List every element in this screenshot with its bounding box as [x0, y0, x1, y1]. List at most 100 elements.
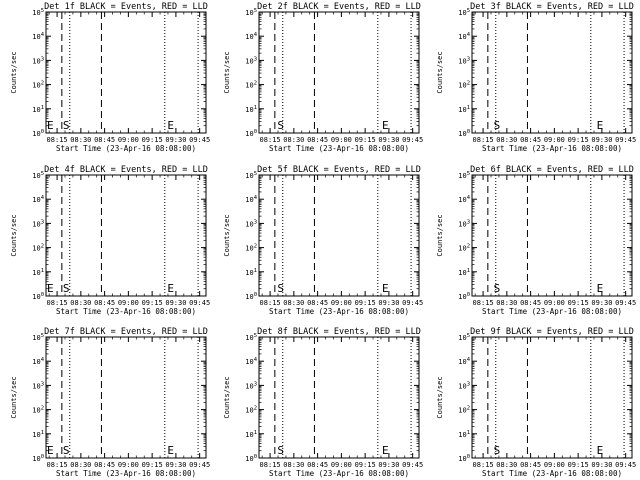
- x-tick-label: 09:15: [142, 299, 163, 307]
- panel-title: Det 2f BLACK = Events, RED = LLD: [257, 2, 421, 12]
- detector-panel-2: Det 2f BLACK = Events, RED = LLD 100 101 10…: [223, 2, 423, 153]
- y-axis-label: Counts/sec: [436, 214, 444, 256]
- detector-panel-5: Det 5f BLACK = Events, RED = LLD 100 101 10…: [223, 165, 423, 316]
- x-tick-label: 08:15: [47, 461, 68, 469]
- x-tick-label: 09:15: [355, 299, 376, 307]
- y-tick-label: 103: [458, 381, 470, 390]
- marker-s-label: S: [277, 444, 284, 457]
- y-tick-label: 102: [458, 406, 470, 415]
- x-tick-label: 08:45: [94, 136, 115, 144]
- y-tick-label: 100: [245, 292, 257, 301]
- x-axis-label: Start Time (23-Apr-16 08:08:00): [269, 144, 409, 153]
- marker-e-label: E: [47, 119, 54, 132]
- x-tick-label: 09:00: [544, 299, 565, 307]
- x-tick-label: 09:00: [118, 136, 139, 144]
- x-tick-label: 09:45: [402, 136, 423, 144]
- marker-s-label: S: [277, 119, 284, 132]
- panel-title: Det 5f BLACK = Events, RED = LLD: [257, 165, 421, 175]
- x-tick-label: 09:15: [355, 461, 376, 469]
- y-tick-label: 103: [32, 219, 44, 228]
- y-axis-label: Counts/sec: [10, 51, 18, 93]
- y-tick-label: 101: [458, 430, 470, 439]
- x-tick-label: 09:00: [331, 299, 352, 307]
- x-tick-label: 09:15: [142, 136, 163, 144]
- x-tick-label: 09:00: [544, 136, 565, 144]
- x-tick-label: 09:30: [165, 136, 186, 144]
- plot-frame: [471, 336, 633, 459]
- y-tick-label: 102: [32, 406, 44, 415]
- y-tick-label: 100: [32, 129, 44, 138]
- x-tick-label: 08:15: [260, 299, 281, 307]
- y-axis-label: Counts/sec: [10, 376, 18, 418]
- y-tick-label: 101: [245, 105, 257, 114]
- detector-panel-6: Det 6f BLACK = Events, RED = LLD 100 101 10…: [436, 165, 636, 316]
- y-tick-label: 105: [245, 171, 257, 180]
- marker-e-label: E: [597, 444, 604, 457]
- x-tick-label: 09:30: [378, 299, 399, 307]
- plot-frame: [471, 11, 633, 134]
- x-tick-label: 08:45: [307, 136, 328, 144]
- y-axis-label: Counts/sec: [436, 51, 444, 93]
- y-tick-label: 104: [458, 32, 470, 41]
- x-tick-label: 08:45: [307, 461, 328, 469]
- x-tick-label: 08:45: [520, 461, 541, 469]
- x-axis-label: Start Time (23-Apr-16 08:08:00): [56, 144, 196, 153]
- x-tick-label: 09:30: [591, 299, 612, 307]
- x-axis-label: Start Time (23-Apr-16 08:08:00): [269, 307, 409, 316]
- y-tick-label: 101: [32, 430, 44, 439]
- y-tick-label: 104: [32, 357, 44, 366]
- panel-title: Det 6f BLACK = Events, RED = LLD: [470, 165, 634, 175]
- marker-e-label: E: [597, 119, 604, 132]
- y-tick-label: 101: [245, 430, 257, 439]
- plot-frame: [45, 336, 207, 459]
- detector-panel-9: Det 9f BLACK = Events, RED = LLD 100 101 10…: [436, 327, 636, 478]
- marker-s-label: S: [63, 282, 70, 295]
- x-tick-label: 09:45: [402, 461, 423, 469]
- x-axis-label: Start Time (23-Apr-16 08:08:00): [482, 469, 622, 478]
- detector-panel-3: Det 3f BLACK = Events, RED = LLD 100 101 10…: [436, 2, 636, 153]
- y-tick-label: 104: [32, 32, 44, 41]
- x-tick-label: 09:30: [378, 461, 399, 469]
- detector-panel-8: Det 8f BLACK = Events, RED = LLD 100 101 10…: [223, 327, 423, 478]
- y-tick-label: 105: [458, 333, 470, 342]
- x-tick-label: 08:30: [283, 461, 304, 469]
- marker-e-label: E: [382, 282, 389, 295]
- x-tick-label: 09:15: [568, 461, 589, 469]
- y-axis-label: Counts/sec: [10, 214, 18, 256]
- y-tick-label: 100: [245, 454, 257, 463]
- y-tick-label: 101: [32, 268, 44, 277]
- x-tick-label: 09:00: [118, 461, 139, 469]
- x-tick-label: 09:15: [568, 299, 589, 307]
- x-tick-label: 08:30: [70, 461, 91, 469]
- x-tick-label: 09:30: [378, 136, 399, 144]
- x-tick-label: 09:30: [591, 136, 612, 144]
- x-tick-label: 09:15: [355, 136, 376, 144]
- marker-s-label: S: [63, 119, 70, 132]
- y-tick-label: 103: [245, 56, 257, 65]
- x-axis-label: Start Time (23-Apr-16 08:08:00): [56, 307, 196, 316]
- marker-s-label: S: [63, 444, 70, 457]
- y-tick-label: 105: [245, 333, 257, 342]
- y-tick-label: 104: [245, 195, 257, 204]
- y-tick-label: 103: [245, 219, 257, 228]
- x-tick-label: 09:30: [165, 461, 186, 469]
- y-tick-label: 103: [245, 381, 257, 390]
- plot-frame: [45, 11, 207, 134]
- y-tick-label: 101: [458, 268, 470, 277]
- y-tick-label: 100: [32, 454, 44, 463]
- y-tick-label: 100: [458, 129, 470, 138]
- y-tick-label: 105: [32, 8, 44, 17]
- y-tick-label: 105: [32, 171, 44, 180]
- x-tick-label: 08:30: [496, 136, 517, 144]
- marker-e-label: E: [382, 119, 389, 132]
- x-tick-label: 09:45: [615, 136, 636, 144]
- marker-e-label: E: [382, 444, 389, 457]
- plot-frame: [471, 174, 633, 297]
- x-axis-label: Start Time (23-Apr-16 08:08:00): [269, 469, 409, 478]
- y-tick-label: 102: [32, 81, 44, 90]
- x-tick-label: 08:30: [70, 136, 91, 144]
- y-tick-label: 102: [245, 406, 257, 415]
- panel-title: Det 1f BLACK = Events, RED = LLD: [44, 2, 208, 12]
- x-tick-label: 08:15: [260, 461, 281, 469]
- x-tick-label: 09:45: [615, 299, 636, 307]
